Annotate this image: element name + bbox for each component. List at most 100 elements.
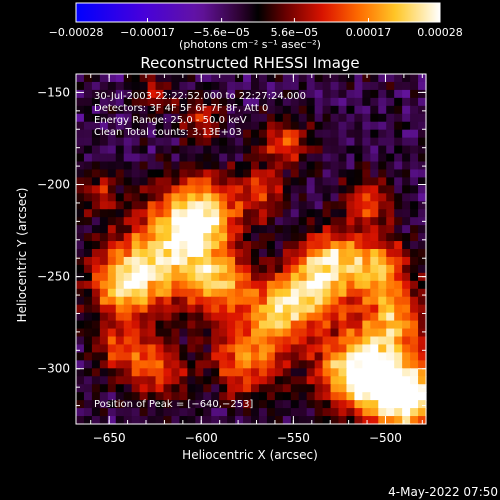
heatmap-cell xyxy=(139,272,149,282)
heatmap-cell xyxy=(290,161,300,171)
heatmap-cell xyxy=(139,336,149,346)
heatmap-cell xyxy=(83,241,93,250)
heatmap-cell xyxy=(386,233,395,242)
heatmap-cell xyxy=(187,408,196,417)
heatmap-cell xyxy=(410,209,419,218)
heatmap-cell xyxy=(163,336,173,346)
heatmap-cell xyxy=(370,145,379,155)
heatmap-cell xyxy=(115,344,125,353)
heatmap-cell xyxy=(195,89,204,99)
heatmap-cell xyxy=(203,296,212,306)
heatmap-cell xyxy=(83,400,93,409)
heatmap-cell xyxy=(362,185,371,194)
heatmap-cell xyxy=(123,312,133,322)
heatmap-cell xyxy=(139,97,149,107)
heatmap-cell xyxy=(410,416,419,425)
heatmap-cell xyxy=(163,209,173,218)
heatmap-cell xyxy=(107,360,117,369)
heatmap-cell xyxy=(346,105,355,115)
heatmap-cell xyxy=(107,153,117,163)
heatmap-cell xyxy=(91,169,101,178)
heatmap-cell xyxy=(282,161,292,171)
heatmap-cell xyxy=(243,296,252,306)
heatmap-cell xyxy=(195,352,204,361)
heatmap-cell xyxy=(410,177,419,186)
heatmap-cell xyxy=(410,113,419,123)
heatmap-cell xyxy=(290,400,300,409)
heatmap-cell xyxy=(274,368,284,377)
heatmap-cell xyxy=(370,256,379,266)
heatmap-cell xyxy=(187,113,196,123)
heatmap-cell xyxy=(251,217,260,226)
heatmap-cell xyxy=(338,336,348,346)
heatmap-cell xyxy=(274,121,284,131)
heatmap-cell xyxy=(378,161,387,171)
heatmap-cell xyxy=(322,113,332,123)
heatmap-cell xyxy=(83,81,93,91)
heatmap-cell xyxy=(378,392,387,401)
heatmap-cell xyxy=(418,400,427,409)
heatmap-cell xyxy=(211,105,220,115)
heatmap-cell xyxy=(282,225,292,234)
heatmap-cell xyxy=(314,296,324,306)
heatmap-cell xyxy=(378,81,387,91)
heatmap-cell xyxy=(370,336,379,346)
heatmap-cell xyxy=(83,137,93,147)
heatmap-cell xyxy=(330,153,340,163)
heatmap-cell xyxy=(402,392,411,401)
heatmap-cell xyxy=(83,177,93,186)
heatmap-cell xyxy=(131,400,141,409)
heatmap-cell xyxy=(147,241,157,250)
heatmap-cell xyxy=(131,97,141,107)
heatmap-cell xyxy=(219,137,228,147)
heatmap-cell xyxy=(386,272,395,282)
heatmap-cell xyxy=(314,137,324,147)
heatmap-cell xyxy=(386,121,395,131)
heatmap-cell xyxy=(91,233,101,242)
heatmap-cell xyxy=(179,137,188,147)
heatmap-cell xyxy=(243,280,252,290)
heatmap-cell xyxy=(354,233,363,242)
heatmap-cell xyxy=(187,352,196,361)
heatmap-cell xyxy=(243,400,252,409)
heatmap-cell xyxy=(139,408,149,417)
heatmap-cell xyxy=(123,352,133,361)
heatmap-cell xyxy=(163,256,173,266)
heatmap-cell xyxy=(123,129,133,139)
heatmap-cell xyxy=(330,225,340,234)
heatmap-cell xyxy=(362,352,371,361)
heatmap-cell xyxy=(306,249,316,258)
heatmap-cell xyxy=(322,81,332,91)
heatmap-cell xyxy=(123,344,133,353)
heatmap-cell xyxy=(418,81,427,91)
heatmap-cell xyxy=(147,368,157,377)
heatmap-cell xyxy=(83,296,93,306)
heatmap-cell xyxy=(171,328,180,338)
heatmap-cell xyxy=(91,217,101,226)
heatmap-cell xyxy=(107,121,117,131)
heatmap-cell xyxy=(235,97,244,107)
heatmap-cell xyxy=(227,392,236,401)
heatmap-cell xyxy=(155,296,165,306)
heatmap-cell xyxy=(83,201,93,210)
heatmap-cell xyxy=(243,161,252,171)
heatmap-cell xyxy=(338,137,348,147)
heatmap-cell xyxy=(370,312,379,322)
heatmap-cell xyxy=(155,288,165,298)
heatmap-cell xyxy=(386,169,395,178)
heatmap-cell xyxy=(354,296,363,306)
heatmap-cell xyxy=(83,256,93,266)
heatmap-cell xyxy=(195,384,204,393)
heatmap-cell xyxy=(131,280,141,290)
heatmap-cell xyxy=(354,304,363,314)
heatmap-cell xyxy=(83,376,93,385)
heatmap-cell xyxy=(139,145,149,155)
heatmap-cell xyxy=(306,105,316,115)
heatmap-cell xyxy=(211,304,220,314)
heatmap-cell xyxy=(187,368,196,377)
heatmap-cell xyxy=(402,416,411,425)
heatmap-cell xyxy=(386,161,395,171)
heatmap-cell xyxy=(354,400,363,409)
heatmap-cell xyxy=(179,169,188,178)
heatmap-cell xyxy=(314,153,324,163)
